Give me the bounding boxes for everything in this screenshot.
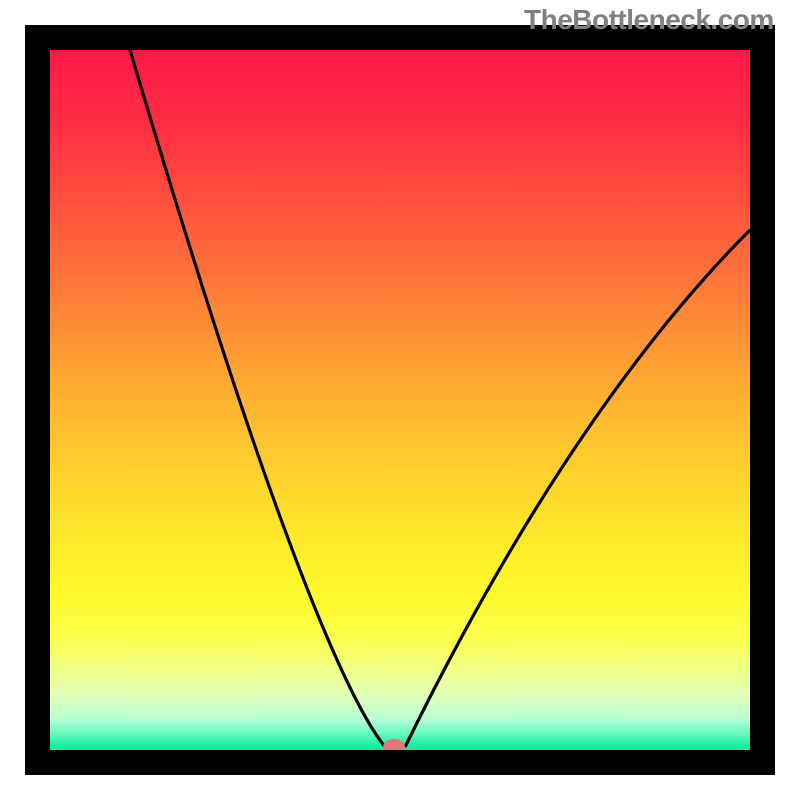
plot-background xyxy=(50,50,750,750)
watermark-text: TheBottleneck.com xyxy=(524,4,774,36)
chart-svg xyxy=(0,0,800,800)
